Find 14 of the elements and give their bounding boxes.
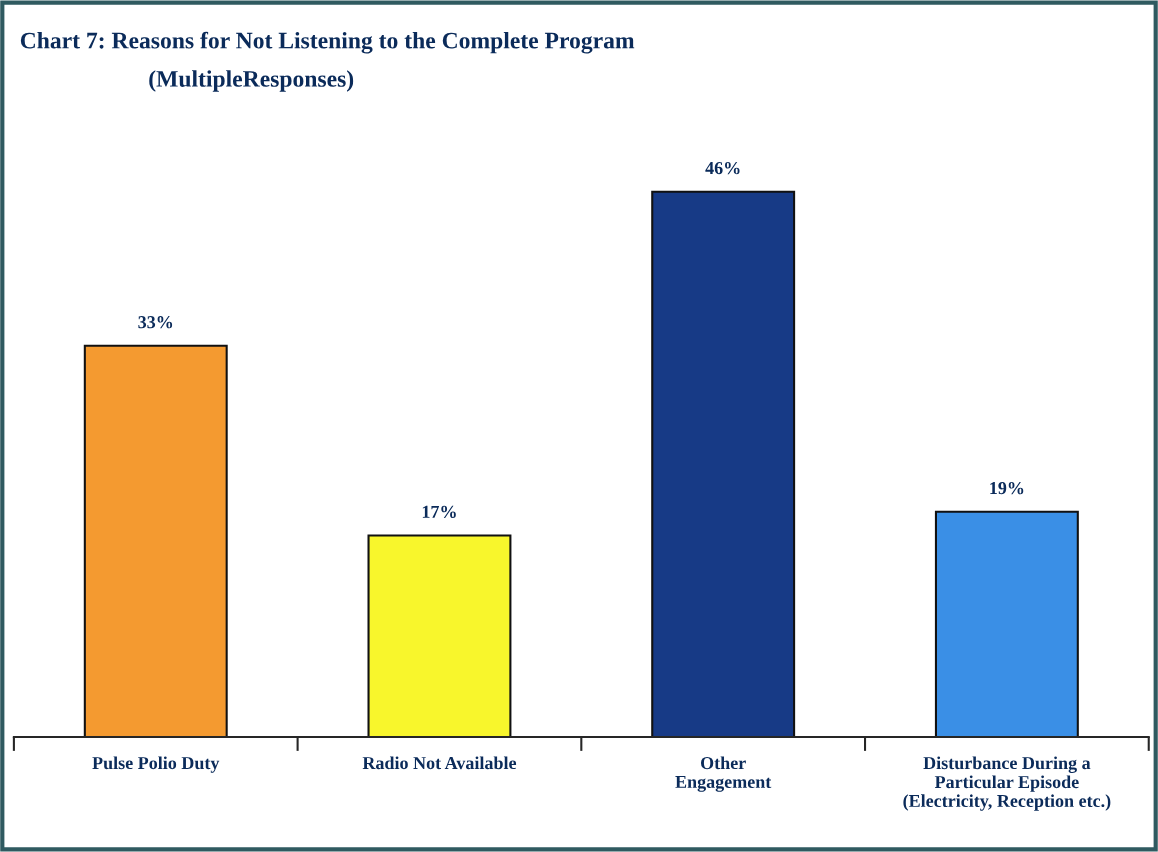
chart-title: Chart 7: Reasons for Not Listening to the Complete Program <box>20 31 635 54</box>
bar <box>934 510 1079 737</box>
data-label: 19% <box>990 482 1024 495</box>
x-tick-label: Other Engagement <box>675 756 772 792</box>
data-label: 46% <box>705 161 740 175</box>
data-label: 33% <box>138 316 173 329</box>
x-tick-label: Pulse Polio Duty <box>92 756 220 773</box>
bar <box>83 344 228 737</box>
data-label: 17% <box>422 505 456 518</box>
x-tick-label: Radio Not Available <box>362 756 517 770</box>
bar <box>651 190 796 737</box>
x-tick-label: Disturbance During a Particular Episode (Electricity, Reception etc.) <box>903 756 1111 811</box>
chart-subtitle: (MultipleResponses) <box>149 70 354 92</box>
bar <box>367 534 512 737</box>
